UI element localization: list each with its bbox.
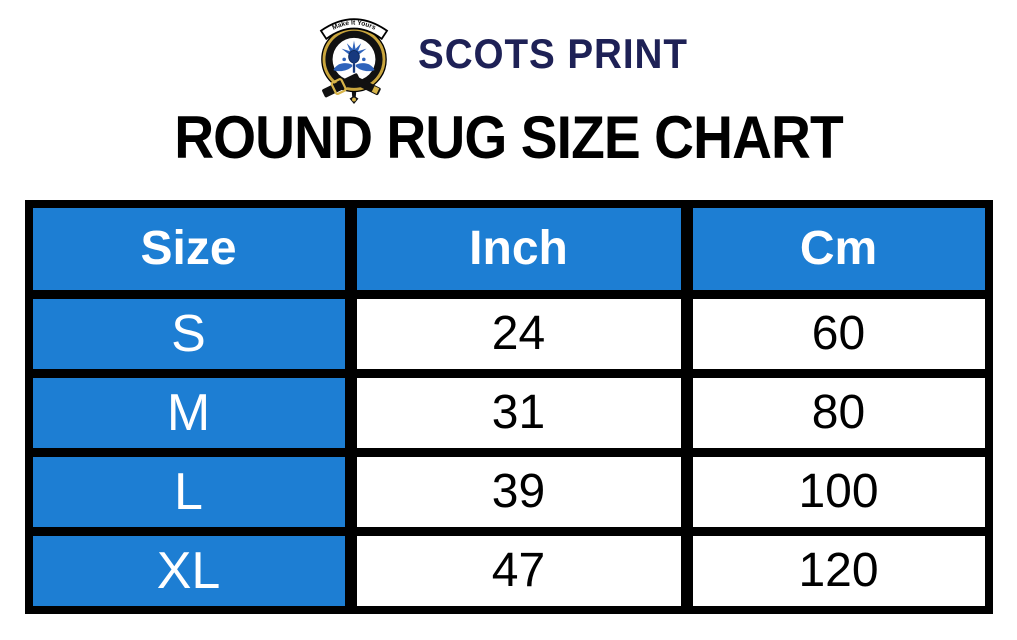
size-cell-row-1: S [32,299,345,369]
header-cell-cm: Cm [692,208,985,290]
cm-cell-row-2: 80 [692,378,985,448]
scots-print-crest-icon: Make It Yours [319,18,389,104]
page-title: ROUND RUG SIZE CHART [174,104,843,171]
header-cell-inch: Inch [356,208,681,290]
inch-cell-row-1: 24 [356,299,681,369]
brand-header: Make It Yours SCOTS PRINT [0,0,1017,104]
crest-tail-tip [351,97,356,102]
crest-strap-buckle [321,73,360,98]
crest-banner-ribbon [319,18,389,41]
header-cell-size: Size [32,208,345,290]
size-cell-row-3: L [32,457,345,527]
inch-cell-row-2: 31 [356,378,681,448]
cm-cell-row-4: 120 [692,536,985,606]
size-cell-row-4: XL [32,536,345,606]
crest-strap-end [350,75,381,96]
inch-cell-row-3: 39 [356,457,681,527]
inch-cell-row-4: 47 [356,536,681,606]
cm-cell-row-3: 100 [692,457,985,527]
brand-name: SCOTS PRINT [417,30,688,77]
thistle-icon [333,40,375,73]
size-chart-table: Size Inch Cm S 24 60 M 31 80 L 39 100 XL… [24,200,993,614]
size-cell-row-2: M [32,378,345,448]
cm-cell-row-1: 60 [692,299,985,369]
